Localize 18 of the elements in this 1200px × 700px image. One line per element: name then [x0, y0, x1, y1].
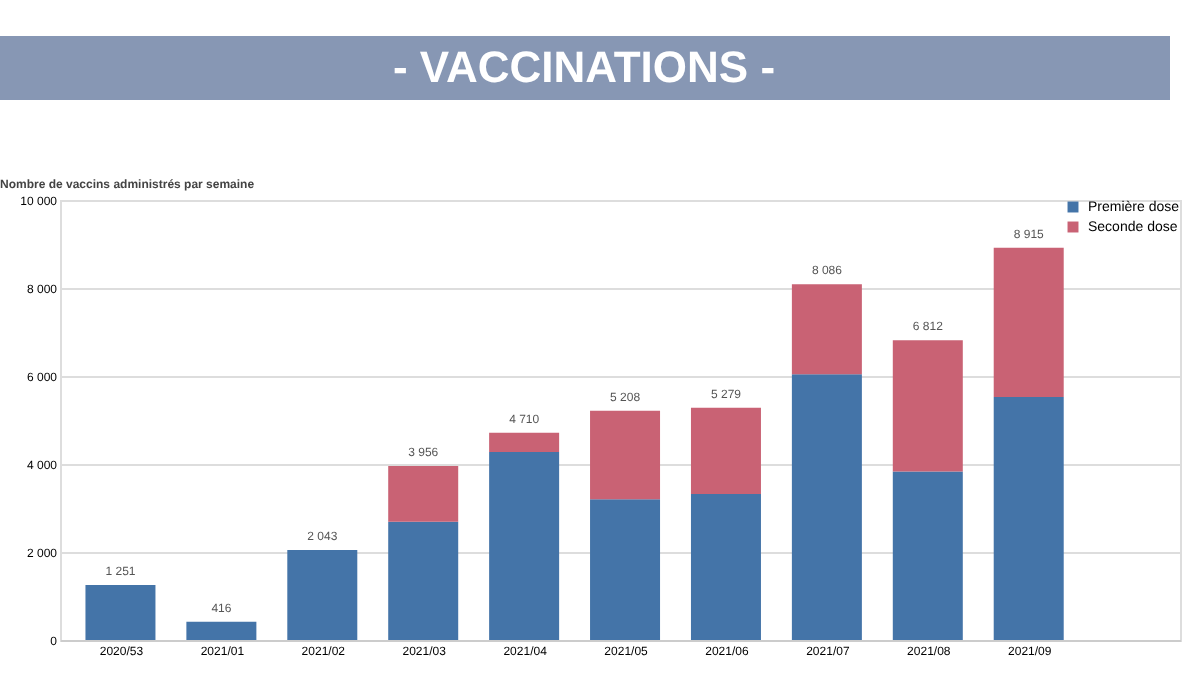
bar — [388, 521, 459, 640]
bar — [993, 247, 1064, 398]
chart-title: - VACCINATIONS - — [392, 42, 776, 92]
bar — [892, 471, 963, 640]
bar — [590, 410, 661, 500]
bar — [388, 465, 459, 522]
bar — [892, 340, 963, 472]
bar — [690, 493, 761, 640]
bar — [287, 550, 358, 640]
bar — [85, 584, 156, 640]
bar — [690, 407, 761, 494]
bar — [993, 397, 1064, 640]
bar — [489, 432, 560, 453]
bar — [186, 621, 257, 640]
bar — [489, 452, 560, 640]
bar — [791, 374, 862, 640]
bar — [791, 284, 862, 375]
bar — [590, 499, 661, 640]
